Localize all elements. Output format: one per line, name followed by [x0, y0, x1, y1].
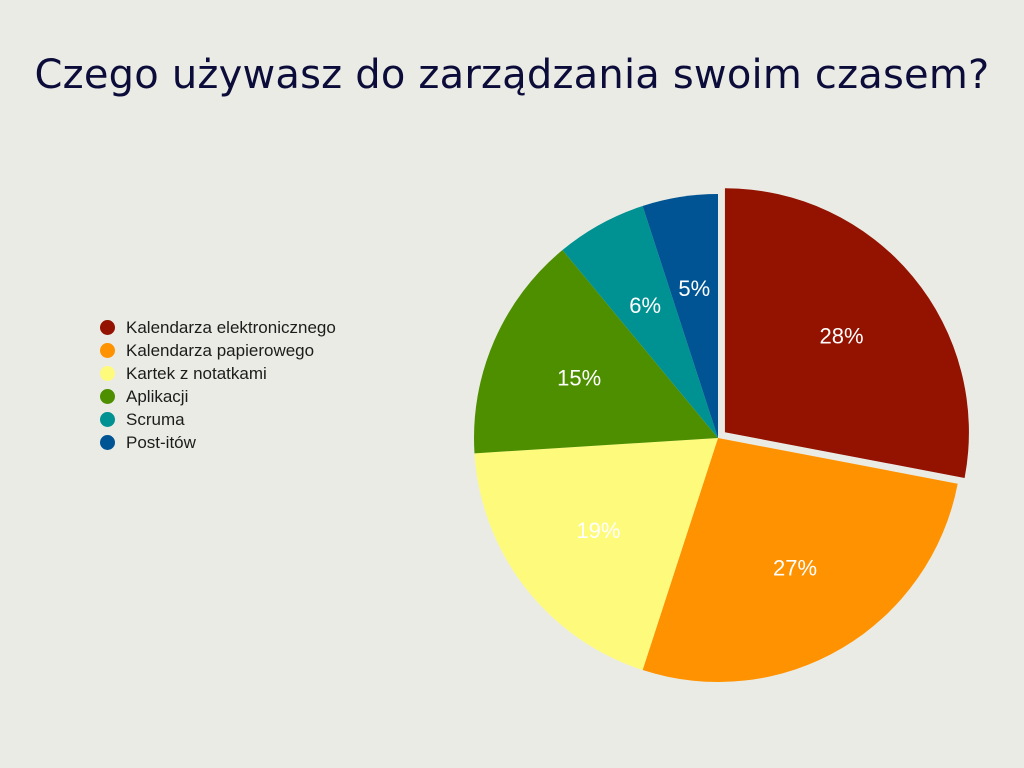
legend-swatch	[100, 435, 115, 450]
legend-label: Kalendarza papierowego	[126, 340, 315, 360]
legend-swatch	[100, 320, 115, 335]
slice-label: 5%	[678, 276, 710, 301]
legend-label: Kartek z notatkami	[126, 363, 267, 383]
pie-slice	[474, 438, 718, 671]
legend-item: Kartek z notatkami	[100, 362, 336, 385]
legend-item: Kalendarza papierowego	[100, 339, 336, 362]
pie-slice	[642, 438, 958, 682]
slice-label: 28%	[819, 323, 863, 348]
legend-swatch	[100, 389, 115, 404]
legend-item: Aplikacji	[100, 385, 336, 408]
pie-labels: 28% 27% 19% 15% 6% 5%	[557, 276, 863, 581]
legend: Kalendarza elektronicznego Kalendarza pap…	[100, 316, 336, 454]
legend-item: Scruma	[100, 408, 336, 431]
slice-label: 6%	[629, 293, 661, 318]
pie-slice	[562, 205, 718, 438]
legend-swatch	[100, 366, 115, 381]
pie-slices	[474, 188, 969, 682]
legend-swatch	[100, 343, 115, 358]
chart-title: Czego używasz do zarządzania swoim czase…	[34, 52, 990, 98]
slice-label: 15%	[557, 365, 601, 390]
pie-slice	[724, 188, 969, 478]
legend-label: Aplikacji	[126, 386, 189, 406]
slice-label: 27%	[773, 556, 817, 581]
legend-item: Kalendarza elektronicznego	[100, 316, 336, 339]
pie-slice	[474, 249, 718, 454]
legend-swatch	[100, 412, 115, 427]
legend-label: Scruma	[126, 409, 185, 429]
legend-label: Kalendarza elektronicznego	[126, 317, 336, 337]
legend-item: Post-itów	[100, 431, 336, 454]
slice-label: 19%	[576, 518, 620, 543]
legend-label: Post-itów	[126, 432, 196, 452]
pie-slice	[642, 194, 718, 438]
